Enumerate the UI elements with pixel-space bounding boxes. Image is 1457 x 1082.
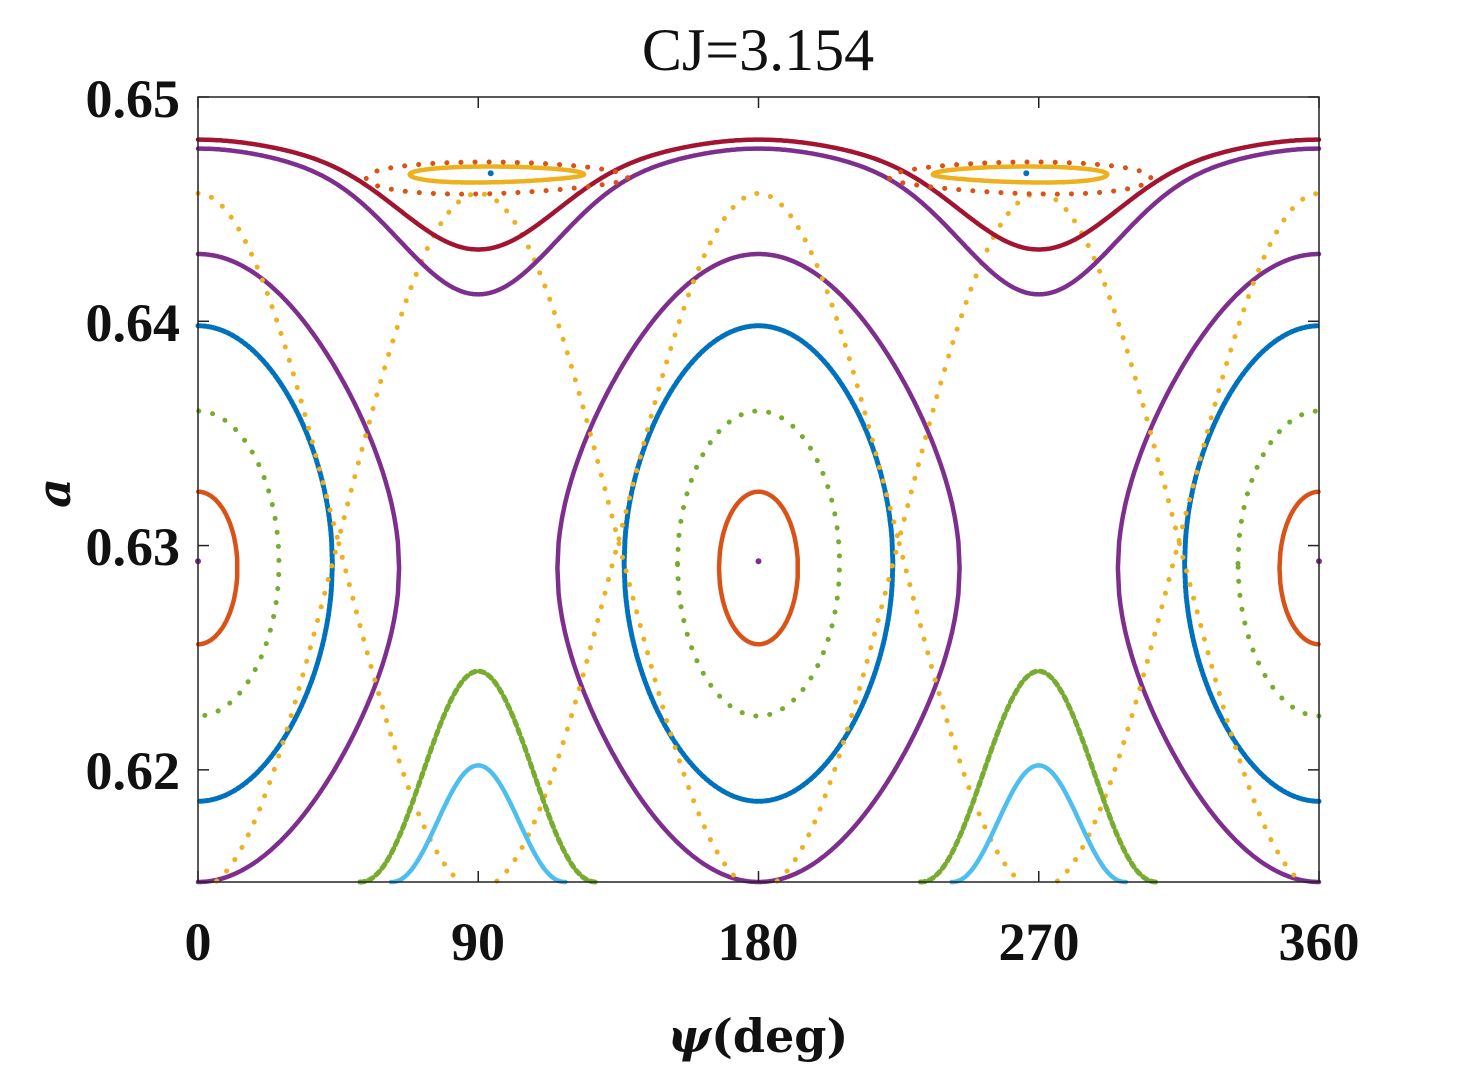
orbit-curve-0 [1277, 489, 1321, 647]
y-tick-label: 0.64 [86, 293, 181, 353]
tick-marks [197, 96, 1320, 882]
fixed-point [1023, 170, 1030, 177]
island-orbit-9 [930, 164, 1110, 185]
orbit-curve-3 [1115, 251, 1322, 885]
x-axis-symbol: ψ [668, 1009, 713, 1063]
x-tick-label: 0 [185, 912, 212, 972]
fixed-point [487, 170, 494, 177]
island-orbit-10 [886, 159, 1154, 197]
y-tick-label: 0.63 [86, 517, 181, 577]
island-orbit-10 [363, 159, 631, 197]
fixed-point [755, 558, 762, 565]
x-tick-label: 360 [1279, 912, 1360, 972]
orbit-curve-3 [195, 251, 402, 885]
orbit-curve-3 [555, 251, 962, 885]
y-tick-label: 0.65 [86, 69, 181, 129]
separatrix-lower [214, 540, 1303, 884]
x-tick-label: 90 [451, 912, 505, 972]
passing-orbit-upper-6 [195, 137, 1322, 252]
x-tick-label: 270 [999, 912, 1080, 972]
x-axis-label: ψ(deg) [668, 1009, 848, 1063]
plot-marks [195, 137, 1322, 885]
orbit-curve-0 [195, 489, 240, 647]
passing-orbit-lower-8 [949, 763, 1129, 885]
passing-orbit-lower-8 [388, 763, 568, 885]
orbit-curve-1 [675, 408, 842, 719]
passing-orbit-lower-7 [357, 668, 600, 885]
orbit-curve-2 [195, 323, 335, 804]
chart-title: CJ=3.154 [642, 17, 874, 83]
orbit-curve-1 [196, 408, 282, 719]
orbit-curve-1 [1235, 408, 1322, 719]
separatrix-upper [195, 190, 1322, 542]
island-orbit-9 [407, 164, 587, 185]
orbit-curve-2 [1182, 323, 1322, 804]
passing-orbit-upper-5 [195, 146, 1322, 297]
orbit-curve-0 [716, 489, 800, 647]
x-axis-unit: (deg) [711, 1009, 848, 1063]
y-tick-label: 0.62 [86, 741, 181, 801]
y-axis-label: a [27, 478, 81, 508]
x-tick-label: 180 [718, 912, 799, 972]
passing-orbit-lower-7 [917, 668, 1160, 885]
